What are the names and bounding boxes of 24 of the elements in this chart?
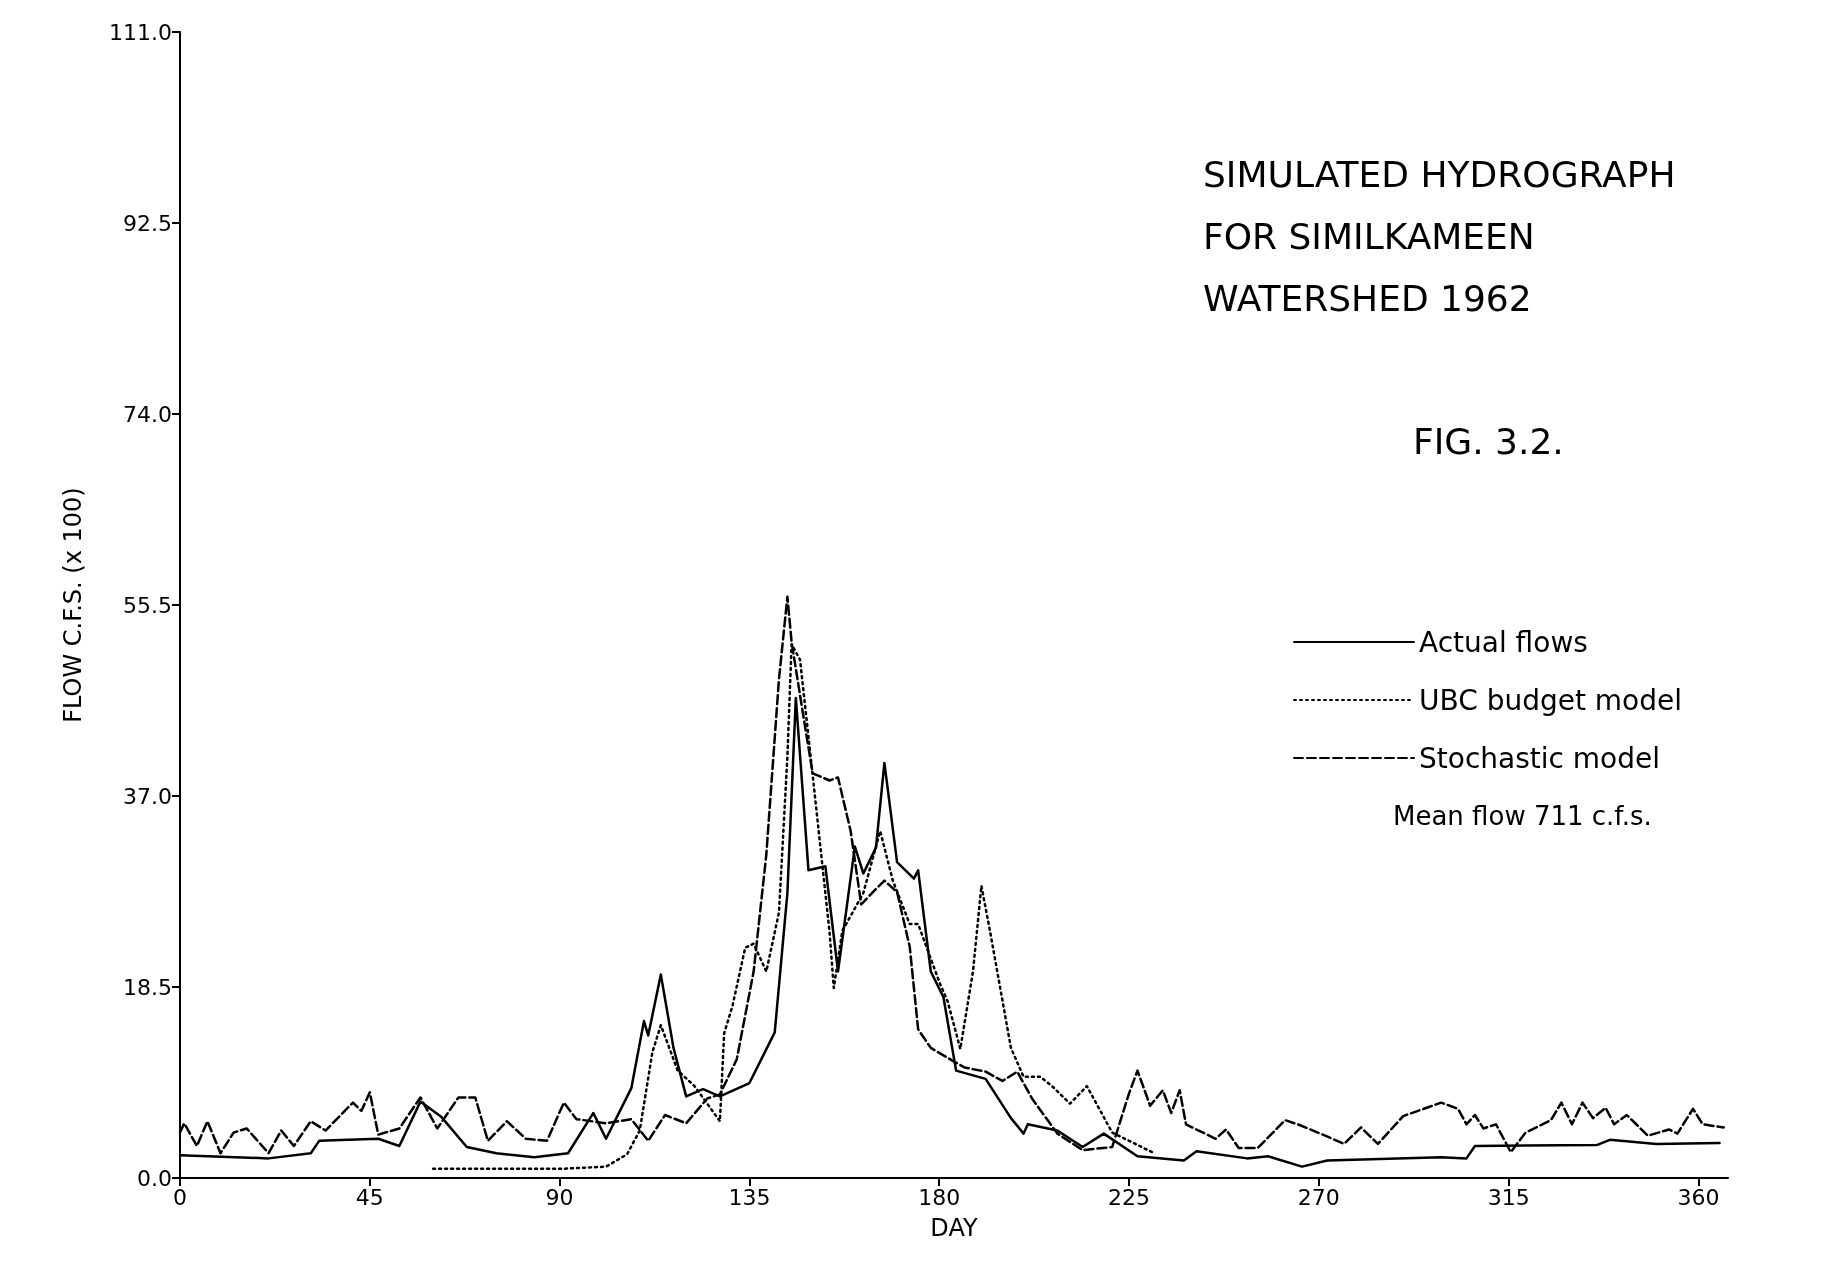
text: SIMULATED HYDROGRAPH FOR SIMILKAMEEN WATERSHED 1962 bbox=[1203, 153, 1687, 319]
y-tick-label: 37.0 bbox=[123, 783, 172, 809]
legend-label: Stochastic model bbox=[1419, 741, 1661, 775]
x-tick-label: 270 bbox=[1297, 1184, 1340, 1210]
x-tick-label: 315 bbox=[1487, 1184, 1530, 1210]
y-tick-label: 111.0 bbox=[109, 19, 172, 45]
y-tick-label: 55.5 bbox=[123, 592, 172, 618]
x-tick-label: 0 bbox=[173, 1184, 187, 1210]
y-tick-label: 74.0 bbox=[123, 401, 172, 427]
x-axis-title: DAY bbox=[930, 1214, 978, 1242]
legend-label: Actual flows bbox=[1419, 625, 1588, 659]
x-tick-label: 90 bbox=[545, 1184, 574, 1210]
x-tick-label: 360 bbox=[1677, 1184, 1720, 1210]
annotation: Mean flow 711 c.f.s. bbox=[1393, 801, 1652, 831]
x-tick-label: 180 bbox=[918, 1184, 961, 1210]
y-tick-label: 0.0 bbox=[137, 1165, 172, 1191]
y-axis-title: FLOW C.F.S. (x 100) bbox=[59, 487, 87, 723]
x-tick-label: 225 bbox=[1108, 1184, 1151, 1210]
legend-label: UBC budget model bbox=[1419, 683, 1683, 717]
y-tick-label: 18.5 bbox=[123, 974, 172, 1000]
y-tick-label: 92.5 bbox=[123, 210, 172, 236]
text: FIG. 3.2. bbox=[1413, 420, 1564, 462]
x-tick-label: 135 bbox=[728, 1184, 771, 1210]
x-tick-label: 45 bbox=[355, 1184, 384, 1210]
